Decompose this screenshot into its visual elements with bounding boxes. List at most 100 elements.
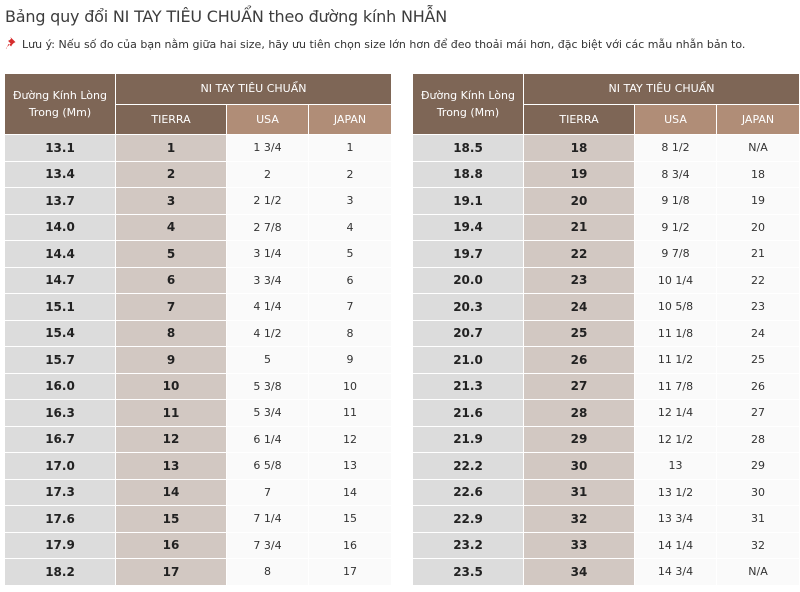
tierra-size-cell: 14 <box>115 478 227 506</box>
table-row: 13.7 3 2 1/2 3 <box>4 187 393 215</box>
tierra-size-cell: 10 <box>115 372 227 400</box>
table-row: 14.7 6 3 3/4 6 <box>4 266 393 294</box>
japan-size-cell: 28 <box>715 425 800 453</box>
japan-size-cell: 4 <box>307 213 393 241</box>
usa-size-cell: 9 1/8 <box>634 187 717 215</box>
japan-size-cell: 1 <box>307 134 393 162</box>
diameter-cell: 21.9 <box>412 425 524 453</box>
header-diameter: Đường Kính Lòng Trong (Mm) <box>4 73 116 135</box>
usa-size-cell: 5 3/4 <box>226 399 309 427</box>
japan-size-cell: 31 <box>715 505 800 533</box>
diameter-cell: 17.0 <box>4 452 116 480</box>
usa-size-cell: 13 3/4 <box>634 505 717 533</box>
tierra-size-cell: 29 <box>523 425 635 453</box>
pushpin-icon <box>5 36 16 49</box>
table-row: 13.1 1 1 3/4 1 <box>4 134 393 162</box>
japan-size-cell: 22 <box>715 266 800 294</box>
header-usa: USA <box>634 103 717 135</box>
diameter-cell: 17.9 <box>4 531 116 559</box>
usa-size-cell: 1 3/4 <box>226 134 309 162</box>
diameter-cell: 23.2 <box>412 531 524 559</box>
usa-size-cell: 5 <box>226 346 309 374</box>
usa-size-cell: 4 1/4 <box>226 293 309 321</box>
usa-size-cell: 2 <box>226 160 309 188</box>
table-row: 17.3 14 7 14 <box>4 478 393 506</box>
japan-size-cell: 10 <box>307 372 393 400</box>
japan-size-cell: 14 <box>307 478 393 506</box>
usa-size-cell: 12 1/2 <box>634 425 717 453</box>
header-tierra: TIERRA <box>115 103 227 135</box>
diameter-cell: 13.4 <box>4 160 116 188</box>
japan-size-cell: 29 <box>715 452 800 480</box>
table-row: 21.0 26 11 1/2 25 <box>412 346 800 374</box>
usa-size-cell: 2 1/2 <box>226 187 309 215</box>
usa-size-cell: 13 1/2 <box>634 478 717 506</box>
table-row: 16.0 10 5 3/8 10 <box>4 372 393 400</box>
tierra-size-cell: 13 <box>115 452 227 480</box>
japan-size-cell: 6 <box>307 266 393 294</box>
japan-size-cell: 16 <box>307 531 393 559</box>
table-row: 15.7 9 5 9 <box>4 346 393 374</box>
table-row: 18.8 19 8 3/4 18 <box>412 160 800 188</box>
table-row: 17.6 15 7 1/4 15 <box>4 505 393 533</box>
usa-size-cell: 9 7/8 <box>634 240 717 268</box>
tierra-size-cell: 8 <box>115 319 227 347</box>
diameter-cell: 23.5 <box>412 558 524 586</box>
tierra-size-cell: 19 <box>523 160 635 188</box>
tierra-size-cell: 27 <box>523 372 635 400</box>
diameter-cell: 13.7 <box>4 187 116 215</box>
diameter-cell: 22.2 <box>412 452 524 480</box>
usa-size-cell: 8 1/2 <box>634 134 717 162</box>
usa-size-cell: 8 3/4 <box>634 160 717 188</box>
japan-size-cell: 23 <box>715 293 800 321</box>
diameter-cell: 21.6 <box>412 399 524 427</box>
japan-size-cell: 19 <box>715 187 800 215</box>
tierra-size-cell: 30 <box>523 452 635 480</box>
diameter-cell: 15.1 <box>4 293 116 321</box>
diameter-cell: 19.1 <box>412 187 524 215</box>
tierra-size-cell: 18 <box>523 134 635 162</box>
tierra-size-cell: 6 <box>115 266 227 294</box>
diameter-cell: 14.0 <box>4 213 116 241</box>
diameter-cell: 20.0 <box>412 266 524 294</box>
diameter-cell: 16.7 <box>4 425 116 453</box>
table-row: 14.0 4 2 7/8 4 <box>4 213 393 241</box>
usa-size-cell: 6 5/8 <box>226 452 309 480</box>
table-row: 20.7 25 11 1/8 24 <box>412 319 800 347</box>
usa-size-cell: 14 3/4 <box>634 558 717 586</box>
table-row: 13.4 2 2 2 <box>4 160 393 188</box>
tierra-size-cell: 5 <box>115 240 227 268</box>
tierra-size-cell: 20 <box>523 187 635 215</box>
table-row: 21.3 27 11 7/8 26 <box>412 372 800 400</box>
usa-size-cell: 11 7/8 <box>634 372 717 400</box>
usa-size-cell: 11 1/8 <box>634 319 717 347</box>
japan-size-cell: 18 <box>715 160 800 188</box>
tierra-size-cell: 17 <box>115 558 227 586</box>
usa-size-cell: 11 1/2 <box>634 346 717 374</box>
usa-size-cell: 7 1/4 <box>226 505 309 533</box>
tierra-size-cell: 31 <box>523 478 635 506</box>
usa-size-cell: 14 1/4 <box>634 531 717 559</box>
japan-size-cell: 5 <box>307 240 393 268</box>
table-row: 16.3 11 5 3/4 11 <box>4 399 393 427</box>
table-row: 23.5 34 14 3/4 N/A <box>412 558 800 586</box>
table-row: 17.0 13 6 5/8 13 <box>4 452 393 480</box>
table-row: 22.9 32 13 3/4 31 <box>412 505 800 533</box>
japan-size-cell: 9 <box>307 346 393 374</box>
diameter-cell: 14.4 <box>4 240 116 268</box>
japan-size-cell: 20 <box>715 213 800 241</box>
ring-size-table-left: Đường Kính Lòng Trong (Mm) NI TAY TIÊU C… <box>4 73 393 586</box>
diameter-cell: 20.3 <box>412 293 524 321</box>
table-row: 19.7 22 9 7/8 21 <box>412 240 800 268</box>
diameter-cell: 21.3 <box>412 372 524 400</box>
diameter-cell: 14.7 <box>4 266 116 294</box>
table-row: 15.1 7 4 1/4 7 <box>4 293 393 321</box>
tierra-size-cell: 28 <box>523 399 635 427</box>
usa-size-cell: 10 1/4 <box>634 266 717 294</box>
japan-size-cell: 17 <box>307 558 393 586</box>
diameter-cell: 15.7 <box>4 346 116 374</box>
header-tierra: TIERRA <box>523 103 635 135</box>
header-usa: USA <box>226 103 309 135</box>
diameter-cell: 19.7 <box>412 240 524 268</box>
usa-size-cell: 6 1/4 <box>226 425 309 453</box>
